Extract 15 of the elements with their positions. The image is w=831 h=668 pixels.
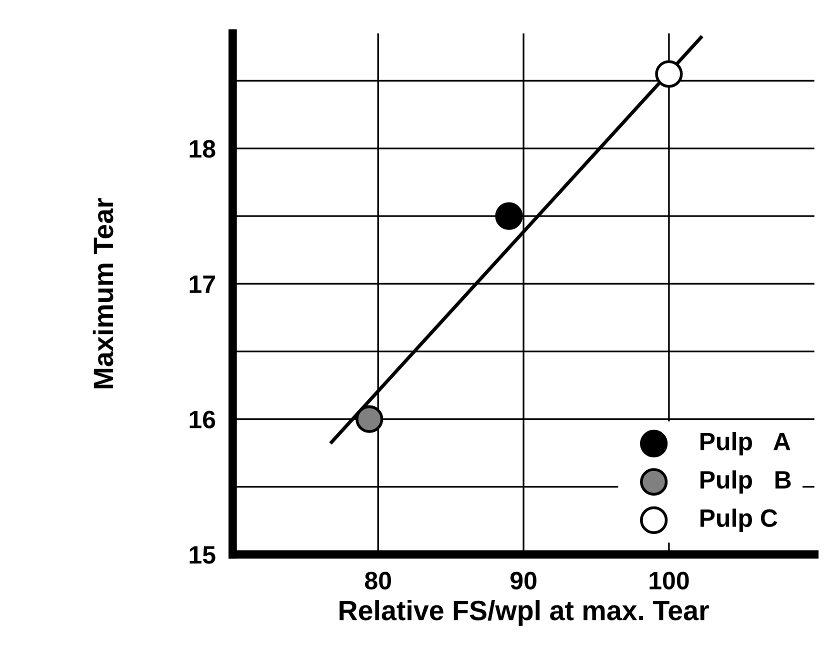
y-axis-title: Maximum Tear: [92, 198, 114, 388]
point: [356, 405, 384, 433]
legend-label: Pulp C: [700, 508, 778, 532]
x-axis-title: Relative FS/wpl at max. Tear: [340, 600, 709, 626]
point: [655, 60, 683, 88]
y-tick-label: 17: [190, 276, 215, 293]
point: [495, 202, 523, 230]
x-tick-label: 100: [650, 572, 689, 590]
y-tick-label: 15: [190, 546, 216, 564]
x-tick-label: 80: [364, 572, 391, 590]
x-tick-label: 90: [510, 572, 536, 590]
y-tick-label: 18: [190, 140, 216, 158]
y-tick-label: 16: [190, 410, 216, 428]
legend-label: Pulp A: [700, 432, 790, 456]
legend-label: Pulp B: [700, 470, 791, 494]
